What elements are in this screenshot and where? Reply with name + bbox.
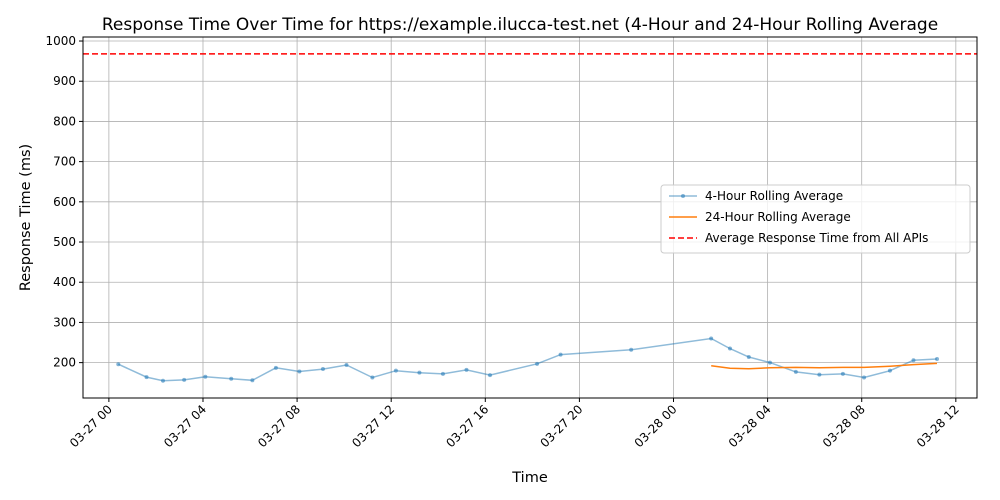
data-point <box>793 369 798 374</box>
legend-label: Average Response Time from All APIs <box>705 231 928 245</box>
y-tick-label: 200 <box>53 356 76 370</box>
data-point <box>911 358 916 363</box>
data-point <box>840 371 845 376</box>
legend: 4-Hour Rolling Average 24-Hour Rolling Av… <box>660 184 971 254</box>
y-tick-label: 700 <box>53 155 76 169</box>
legend-marker <box>681 194 685 198</box>
data-point <box>464 367 469 372</box>
legend-items: 4-Hour Rolling Average 24-Hour Rolling Av… <box>669 189 928 245</box>
y-axis-ticks: 200 300 400 500 600 700 800 900 1000 <box>45 34 83 370</box>
data-point <box>203 374 208 379</box>
data-point <box>370 375 375 380</box>
x-tick-label: 03-27 00 <box>67 402 115 450</box>
data-point <box>535 361 540 366</box>
y-tick-label: 600 <box>53 195 76 209</box>
series-line <box>117 337 938 382</box>
x-tick-label: 03-27 20 <box>537 402 585 450</box>
x-tick-label: 03-28 04 <box>726 402 774 450</box>
legend-box <box>660 184 971 254</box>
plot-frame <box>82 36 978 399</box>
y-tick-label: 900 <box>53 74 76 88</box>
data-point <box>727 346 732 351</box>
data-point <box>344 363 349 368</box>
y-tick-label: 1000 <box>45 34 76 48</box>
data-point <box>709 336 714 341</box>
data-point <box>116 362 121 367</box>
data-point <box>887 368 892 373</box>
x-axis-ticks: 03-27 00 03-27 04 03-27 08 03-27 12 03-27 16… <box>67 398 962 450</box>
x-tick-label: 03-28 08 <box>820 402 868 450</box>
data-point <box>417 370 422 375</box>
y-tick-label: 400 <box>53 275 76 289</box>
data-point <box>144 375 149 380</box>
x-tick-label: 03-28 00 <box>632 402 680 450</box>
y-tick-label: 300 <box>53 315 76 329</box>
data-point <box>629 347 634 352</box>
data-point <box>229 376 234 381</box>
data-point <box>273 365 278 370</box>
data-point <box>320 367 325 372</box>
chart-title: Response Time Over Time for https://exam… <box>102 15 938 35</box>
data-point <box>935 357 940 362</box>
data-point <box>440 371 445 376</box>
data-point <box>488 373 493 378</box>
data-point <box>160 378 165 383</box>
plot-data <box>83 53 977 383</box>
data-point <box>182 377 187 382</box>
x-tick-label: 03-27 16 <box>443 402 491 450</box>
data-point <box>746 354 751 359</box>
legend-label: 24-Hour Rolling Average <box>705 210 851 224</box>
data-point <box>862 375 867 380</box>
data-point <box>558 352 563 357</box>
x-axis-label: Time <box>511 470 548 486</box>
x-tick-label: 03-28 12 <box>914 402 962 450</box>
data-point <box>767 360 772 365</box>
data-point <box>297 369 302 374</box>
data-point <box>393 368 398 373</box>
x-tick-label: 03-27 12 <box>349 402 397 450</box>
data-point <box>817 372 822 377</box>
y-tick-label: 500 <box>53 235 76 249</box>
x-tick-label: 03-27 08 <box>255 402 303 450</box>
series-line <box>711 362 938 370</box>
y-tick-label: 800 <box>53 114 76 128</box>
data-point <box>250 378 255 383</box>
legend-label: 4-Hour Rolling Average <box>705 189 843 203</box>
x-tick-label: 03-27 04 <box>161 402 209 450</box>
y-axis-label: Response Time (ms) <box>18 144 34 291</box>
